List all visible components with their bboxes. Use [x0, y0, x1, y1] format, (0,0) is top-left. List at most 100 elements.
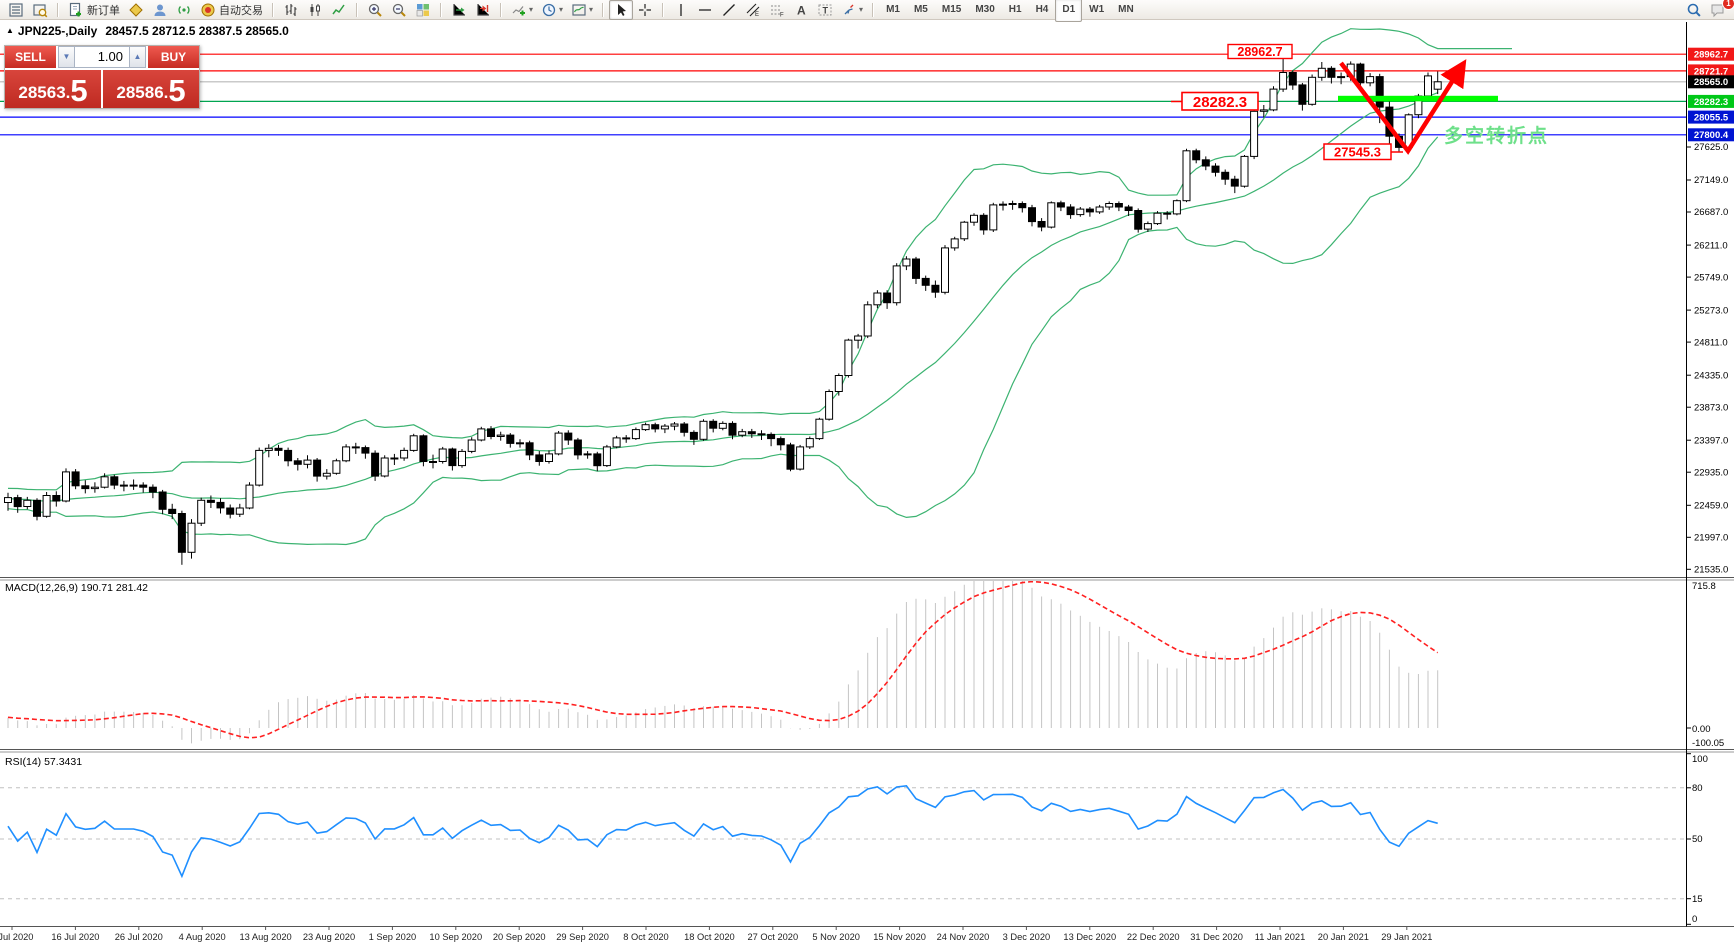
- data-window-icon: [8, 2, 24, 18]
- date-tick-label: 29 Sep 2020: [556, 932, 609, 942]
- chart-shift-icon[interactable]: [471, 0, 495, 20]
- price-tick-label: 22935.0: [1694, 467, 1728, 478]
- toolbar-separator: [440, 2, 442, 17]
- tile-windows-icon[interactable]: [411, 0, 435, 20]
- vertical-line-icon[interactable]: [669, 0, 693, 20]
- autotrade-button-label: 自动交易: [219, 4, 263, 17]
- price-badge: 28721.7: [1694, 66, 1728, 77]
- toolbar-separator: [872, 2, 875, 17]
- chevron-down-icon: ▾: [529, 5, 534, 14]
- timeframe-W1-button[interactable]: W1: [1089, 4, 1105, 15]
- autotrade-button[interactable]: 自动交易: [196, 0, 267, 20]
- date-tick-label: 11 Jan 2021: [1255, 932, 1306, 942]
- sell-button[interactable]: SELL: [5, 46, 56, 68]
- line-chart-icon: [331, 2, 347, 18]
- timeframe-H4-button[interactable]: H4: [1035, 4, 1049, 15]
- macd-axis: 715.8 0.00 -100.05: [1686, 581, 1724, 749]
- zoom-in-icon[interactable]: [363, 0, 387, 20]
- svg-text:F: F: [780, 12, 784, 18]
- buy-price-big-digit: 5: [168, 73, 186, 108]
- timeframe-M30-button[interactable]: M30: [975, 4, 995, 15]
- timeframe-M15-button[interactable]: M15: [941, 4, 962, 15]
- toolbar-separator: [500, 2, 502, 17]
- buy-price-button[interactable]: 28586. 5: [103, 70, 199, 108]
- trendline-icon[interactable]: [717, 0, 741, 20]
- line-chart-icon[interactable]: [327, 0, 351, 20]
- periods-icon[interactable]: ▾: [537, 0, 567, 20]
- market-watch-icon[interactable]: [28, 0, 52, 20]
- deposit-icon[interactable]: [124, 0, 148, 20]
- arrows-icon[interactable]: ▾: [837, 0, 867, 20]
- svg-text:T: T: [823, 5, 829, 15]
- horizontal-line-icon: [697, 2, 713, 18]
- chart-title: ▲ JPN225-,Daily 28457.5 28712.5 28387.5 28…: [6, 24, 289, 38]
- svg-text:-100.05: -100.05: [1692, 738, 1724, 749]
- candlestick-chart-icon: [307, 2, 323, 18]
- fibonacci-icon[interactable]: F: [765, 0, 789, 20]
- indicators-icon: [511, 2, 527, 18]
- sell-price-button[interactable]: 28563. 5: [5, 70, 101, 108]
- signals-icon[interactable]: [172, 0, 196, 20]
- price-tick-label: 21535.0: [1694, 565, 1728, 576]
- cursor-icon[interactable]: [609, 0, 634, 20]
- auto-scroll-icon[interactable]: [447, 0, 471, 20]
- timeframe-M5-button[interactable]: M5: [913, 4, 928, 15]
- sell-price-big-digit: 5: [70, 73, 88, 108]
- price-tick-label: 27149.0: [1694, 175, 1728, 186]
- chart-annotations[interactable]: 28962.7 28282.3 27545.3 多空转折点: [1171, 43, 1549, 161]
- timeframe-MN-button[interactable]: MN: [1118, 4, 1134, 15]
- chart-shift-icon: [475, 2, 491, 18]
- chevron-down-icon: ▾: [859, 5, 864, 14]
- volume-increase-button[interactable]: ▲: [129, 46, 146, 68]
- crosshair-icon[interactable]: [633, 0, 657, 20]
- horizontal-line-icon[interactable]: [693, 0, 717, 20]
- text-label-icon[interactable]: T: [813, 0, 837, 20]
- collapse-triangle-icon[interactable]: ▲: [6, 26, 14, 35]
- auto-scroll-icon: [451, 2, 467, 18]
- date-tick-label: 10 Sep 2020: [429, 932, 482, 942]
- contacts-icon[interactable]: [148, 0, 172, 20]
- bar-chart-icon[interactable]: [279, 0, 303, 20]
- buy-button[interactable]: BUY: [148, 46, 199, 68]
- price-tick-label: 22459.0: [1694, 501, 1728, 512]
- date-tick-label: 13 Aug 2020: [239, 932, 291, 942]
- price-badge: 28055.5: [1694, 113, 1729, 124]
- ohlc-values: 28457.5 28712.5 28387.5 28565.0: [105, 24, 289, 38]
- notifications-icon[interactable]: 1: [1706, 0, 1734, 20]
- zoom-out-icon[interactable]: [387, 0, 411, 20]
- candlestick-chart-icon[interactable]: [303, 0, 327, 20]
- indicators-icon[interactable]: ▾: [507, 0, 537, 20]
- svg-text:50: 50: [1692, 834, 1703, 845]
- date-tick-label: 15 Nov 2020: [873, 932, 926, 942]
- date-tick-label: 4 Aug 2020: [179, 932, 226, 942]
- pane-separators: [0, 22, 1734, 927]
- timeframe-M1-button[interactable]: M1: [886, 4, 900, 15]
- volume-input[interactable]: 1.00: [75, 46, 129, 68]
- toolbar-separator: [57, 2, 59, 17]
- support-price-box: [1181, 91, 1259, 111]
- timeframe-H1-button[interactable]: H1: [1008, 4, 1022, 15]
- bar-chart-icon: [283, 2, 299, 18]
- support-zone-bar: [1338, 95, 1498, 102]
- trendline-icon: [721, 2, 737, 18]
- timeframe-D1-button[interactable]: D1: [1055, 0, 1083, 22]
- equidistant-channel-icon[interactable]: E: [741, 0, 765, 20]
- price-tick-label: 23397.0: [1694, 435, 1728, 446]
- date-tick-label: 23 Aug 2020: [303, 932, 355, 942]
- date-axis: 7 Jul 2020 16 Jul 2020 26 Jul 2020 4 Aug 20…: [0, 926, 1432, 942]
- volume-decrease-button[interactable]: ▼: [58, 46, 75, 68]
- chevron-down-icon: ▾: [559, 5, 564, 14]
- toolbar-separator: [356, 2, 358, 17]
- date-tick-label: 20 Jan 2021: [1318, 932, 1369, 942]
- toolbar-separator: [602, 2, 605, 17]
- deposit-icon: [128, 2, 144, 18]
- tile-windows-icon: [415, 2, 431, 18]
- templates-icon[interactable]: ▾: [567, 0, 597, 20]
- text-icon[interactable]: A: [789, 0, 813, 20]
- toolbar-separator: [662, 2, 665, 17]
- new-order-button[interactable]: 新订单: [64, 0, 124, 20]
- search-icon[interactable]: [1682, 0, 1706, 20]
- data-window-icon[interactable]: [4, 0, 28, 20]
